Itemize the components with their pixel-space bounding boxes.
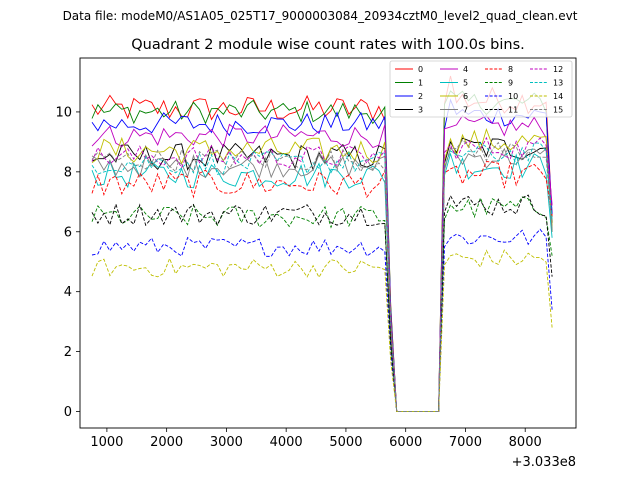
y-tick-label: 10: [55, 105, 72, 120]
legend-label-15: 15: [553, 106, 563, 115]
legend-label-14: 14: [553, 92, 563, 101]
x-tick-label: 2000: [150, 435, 183, 450]
y-axis: 0 2 4 6 8 10: [55, 105, 80, 420]
y-tick-label: 8: [64, 165, 72, 180]
series-line-0: [91, 75, 553, 412]
x-tick-label: 6000: [389, 435, 422, 450]
axes-frame: [79, 57, 577, 429]
x-axis: 1000 2000 3000 4000 5000 6000 7000 8000: [90, 428, 542, 450]
plot-series-group: [91, 75, 553, 412]
legend-label-7: 7: [463, 106, 468, 115]
series-line-5: [91, 152, 553, 412]
legend-label-4: 4: [463, 65, 468, 74]
legend-label-10: 10: [508, 92, 518, 101]
x-tick-label: 5000: [329, 435, 362, 450]
series-line-6: [91, 127, 553, 412]
legend-label-11: 11: [508, 106, 518, 115]
y-tick-label: 4: [64, 285, 72, 300]
legend-label-0: 0: [418, 65, 423, 74]
series-line-14: [91, 249, 553, 412]
y-tick-label: 0: [64, 405, 72, 420]
series-line-7: [91, 146, 553, 412]
legend-label-13: 13: [553, 79, 563, 88]
x-tick-label: 7000: [449, 435, 482, 450]
legend-box: [389, 60, 573, 118]
series-line-10: [91, 228, 553, 412]
legend-label-6: 6: [463, 92, 468, 101]
x-offset-label: +3.033e8: [512, 455, 576, 470]
series-line-15: [91, 139, 553, 412]
series-line-2: [91, 98, 553, 412]
figure-suptitle: Data file: modeM0/AS1A05_025T17_90000030…: [63, 9, 578, 23]
series-line-13: [91, 142, 553, 412]
legend-label-9: 9: [508, 79, 513, 88]
legend-label-2: 2: [418, 92, 423, 101]
y-tick-label: 6: [64, 225, 72, 240]
series-line-4: [91, 115, 553, 412]
y-tick-label: 2: [64, 345, 72, 360]
legend-label-3: 3: [418, 106, 423, 115]
series-line-11: [91, 194, 553, 412]
legend-label-5: 5: [463, 79, 468, 88]
x-tick-label: 8000: [509, 435, 542, 450]
legend-label-1: 1: [418, 79, 423, 88]
x-tick-label: 3000: [210, 435, 243, 450]
chart-title: Quadrant 2 module wise count rates with …: [131, 37, 525, 53]
legend-label-8: 8: [508, 65, 513, 74]
x-tick-label: 1000: [90, 435, 123, 450]
series-line-8: [91, 161, 553, 412]
legend-label-12: 12: [553, 65, 563, 74]
x-tick-label: 4000: [270, 435, 303, 450]
series-line-12: [91, 136, 553, 412]
series-line-9: [91, 196, 553, 412]
